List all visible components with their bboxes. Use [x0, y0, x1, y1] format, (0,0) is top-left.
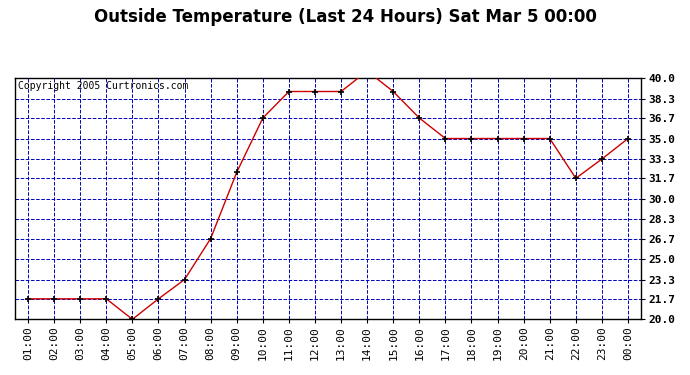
Text: Outside Temperature (Last 24 Hours) Sat Mar 5 00:00: Outside Temperature (Last 24 Hours) Sat …: [94, 8, 596, 26]
Text: Copyright 2005 Curtronics.com: Copyright 2005 Curtronics.com: [18, 81, 188, 91]
